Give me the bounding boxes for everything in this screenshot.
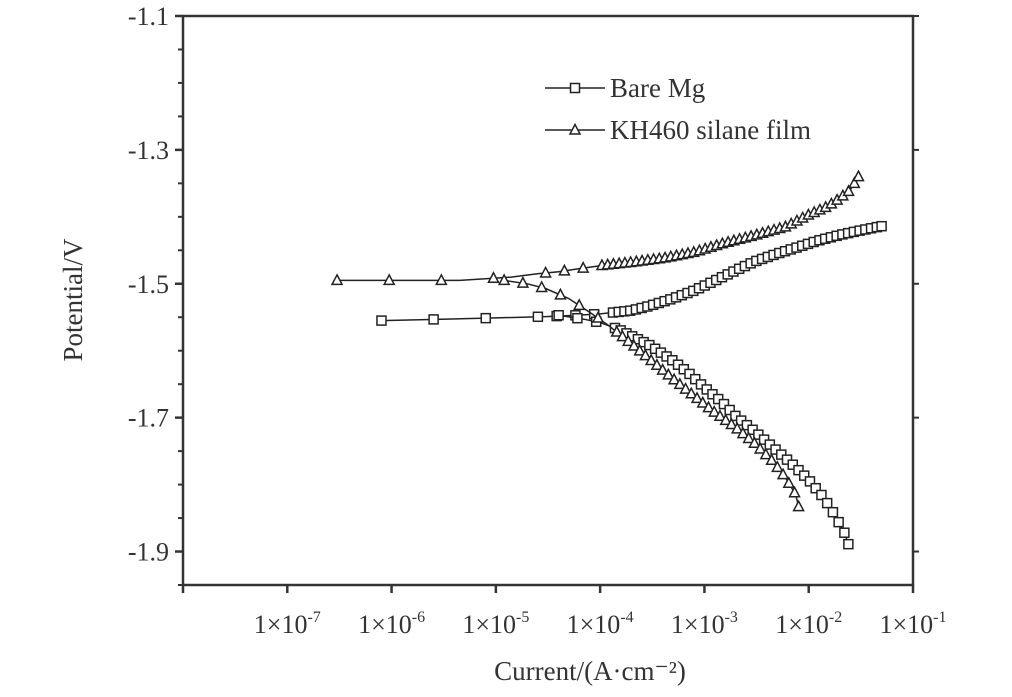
data-point <box>382 273 396 286</box>
data-point <box>753 441 767 454</box>
axis-ticks: -1.1 -1.3 -1.5 -1.7 -1.9 1×10-7 1×10-6 1×10-5 1×… <box>128 2 947 639</box>
data-point <box>435 273 448 286</box>
data-point <box>679 381 692 394</box>
x-axis-title: Current/(A·cm⁻²) <box>494 656 686 686</box>
data-point <box>776 467 790 480</box>
data-point <box>572 312 583 324</box>
data-point <box>376 315 387 326</box>
x-tick-label: 1×10-5 <box>462 609 529 639</box>
data-point <box>810 482 821 494</box>
series-kh460 <box>330 169 865 512</box>
cathodic-branch-line <box>503 279 800 507</box>
data-point <box>843 538 854 550</box>
data-point <box>535 280 548 293</box>
data-point <box>718 398 730 410</box>
data-point <box>487 271 500 283</box>
data-point <box>736 426 750 439</box>
data-point <box>852 169 865 182</box>
legend-marker <box>569 82 581 94</box>
data-point <box>798 470 810 481</box>
x-tick-label: 1×10-2 <box>775 609 842 639</box>
data-point <box>730 421 744 434</box>
x-tick-label: 1×10-4 <box>567 609 634 639</box>
data-point <box>685 386 698 399</box>
data-point <box>532 311 544 323</box>
data-point <box>793 464 804 476</box>
data-point <box>792 499 805 512</box>
y-tick-label: -1.3 <box>128 136 169 165</box>
data-point <box>591 310 605 323</box>
data-point <box>572 298 586 311</box>
legend-label: KH460 silane film <box>610 115 811 145</box>
data-point <box>656 362 669 375</box>
data-point <box>497 273 511 286</box>
data-point <box>627 338 641 351</box>
cathodic-branch-line <box>558 314 850 545</box>
data-point <box>650 358 664 371</box>
data-point <box>765 453 778 465</box>
data-point <box>759 447 773 460</box>
data-point <box>662 367 675 380</box>
data-point <box>833 516 844 528</box>
data-point <box>782 476 796 489</box>
series-layer <box>330 169 887 550</box>
data-point <box>644 353 658 366</box>
legend-entry: Bare Mg <box>545 73 705 103</box>
data-point <box>771 460 784 473</box>
x-tick-label: 1×10-7 <box>254 609 321 639</box>
data-point <box>702 400 715 413</box>
legend: Bare Mg KH460 silane film <box>545 73 811 145</box>
data-point <box>708 404 721 417</box>
data-point <box>576 261 590 273</box>
data-point <box>804 476 816 487</box>
data-point <box>673 377 687 390</box>
y-tick-label: -1.5 <box>128 270 169 299</box>
data-point <box>667 372 681 385</box>
data-point <box>839 527 850 538</box>
data-point <box>724 404 735 416</box>
data-point <box>554 287 567 300</box>
data-point <box>330 273 344 286</box>
data-point <box>876 220 887 232</box>
data-point <box>787 459 799 470</box>
data-point <box>690 391 704 404</box>
y-tick-label: -1.9 <box>128 538 169 567</box>
data-point <box>633 343 646 356</box>
data-point <box>719 413 732 426</box>
data-point <box>748 436 761 449</box>
data-point <box>713 409 727 421</box>
plot-frame <box>181 14 915 587</box>
data-point <box>480 312 492 324</box>
data-point <box>742 431 755 444</box>
data-point <box>539 265 552 278</box>
legend-marker <box>568 122 582 135</box>
data-point <box>816 489 827 501</box>
data-point <box>616 329 629 342</box>
data-point <box>821 497 833 509</box>
data-point <box>610 324 623 337</box>
x-tick-label: 1×10-3 <box>671 609 738 639</box>
data-point <box>639 348 652 361</box>
data-point <box>558 263 571 276</box>
data-point <box>842 184 855 197</box>
legend-entry: KH460 silane film <box>545 115 811 145</box>
data-point <box>725 417 738 430</box>
legend-label: Bare Mg <box>610 73 705 103</box>
y-axis-title: Potential/V <box>58 238 88 361</box>
y-tick-label: -1.7 <box>128 404 169 433</box>
data-point <box>848 176 861 189</box>
x-tick-label: 1×10-1 <box>880 609 947 639</box>
y-tick-label: -1.1 <box>128 2 169 31</box>
data-point <box>696 395 710 408</box>
data-point <box>553 309 564 321</box>
data-point <box>827 506 839 518</box>
data-point <box>428 314 439 325</box>
data-point <box>516 276 530 288</box>
data-point <box>788 485 801 498</box>
x-tick-label: 1×10-6 <box>358 609 425 639</box>
series-bare-mg <box>376 220 887 550</box>
data-point <box>621 334 635 347</box>
